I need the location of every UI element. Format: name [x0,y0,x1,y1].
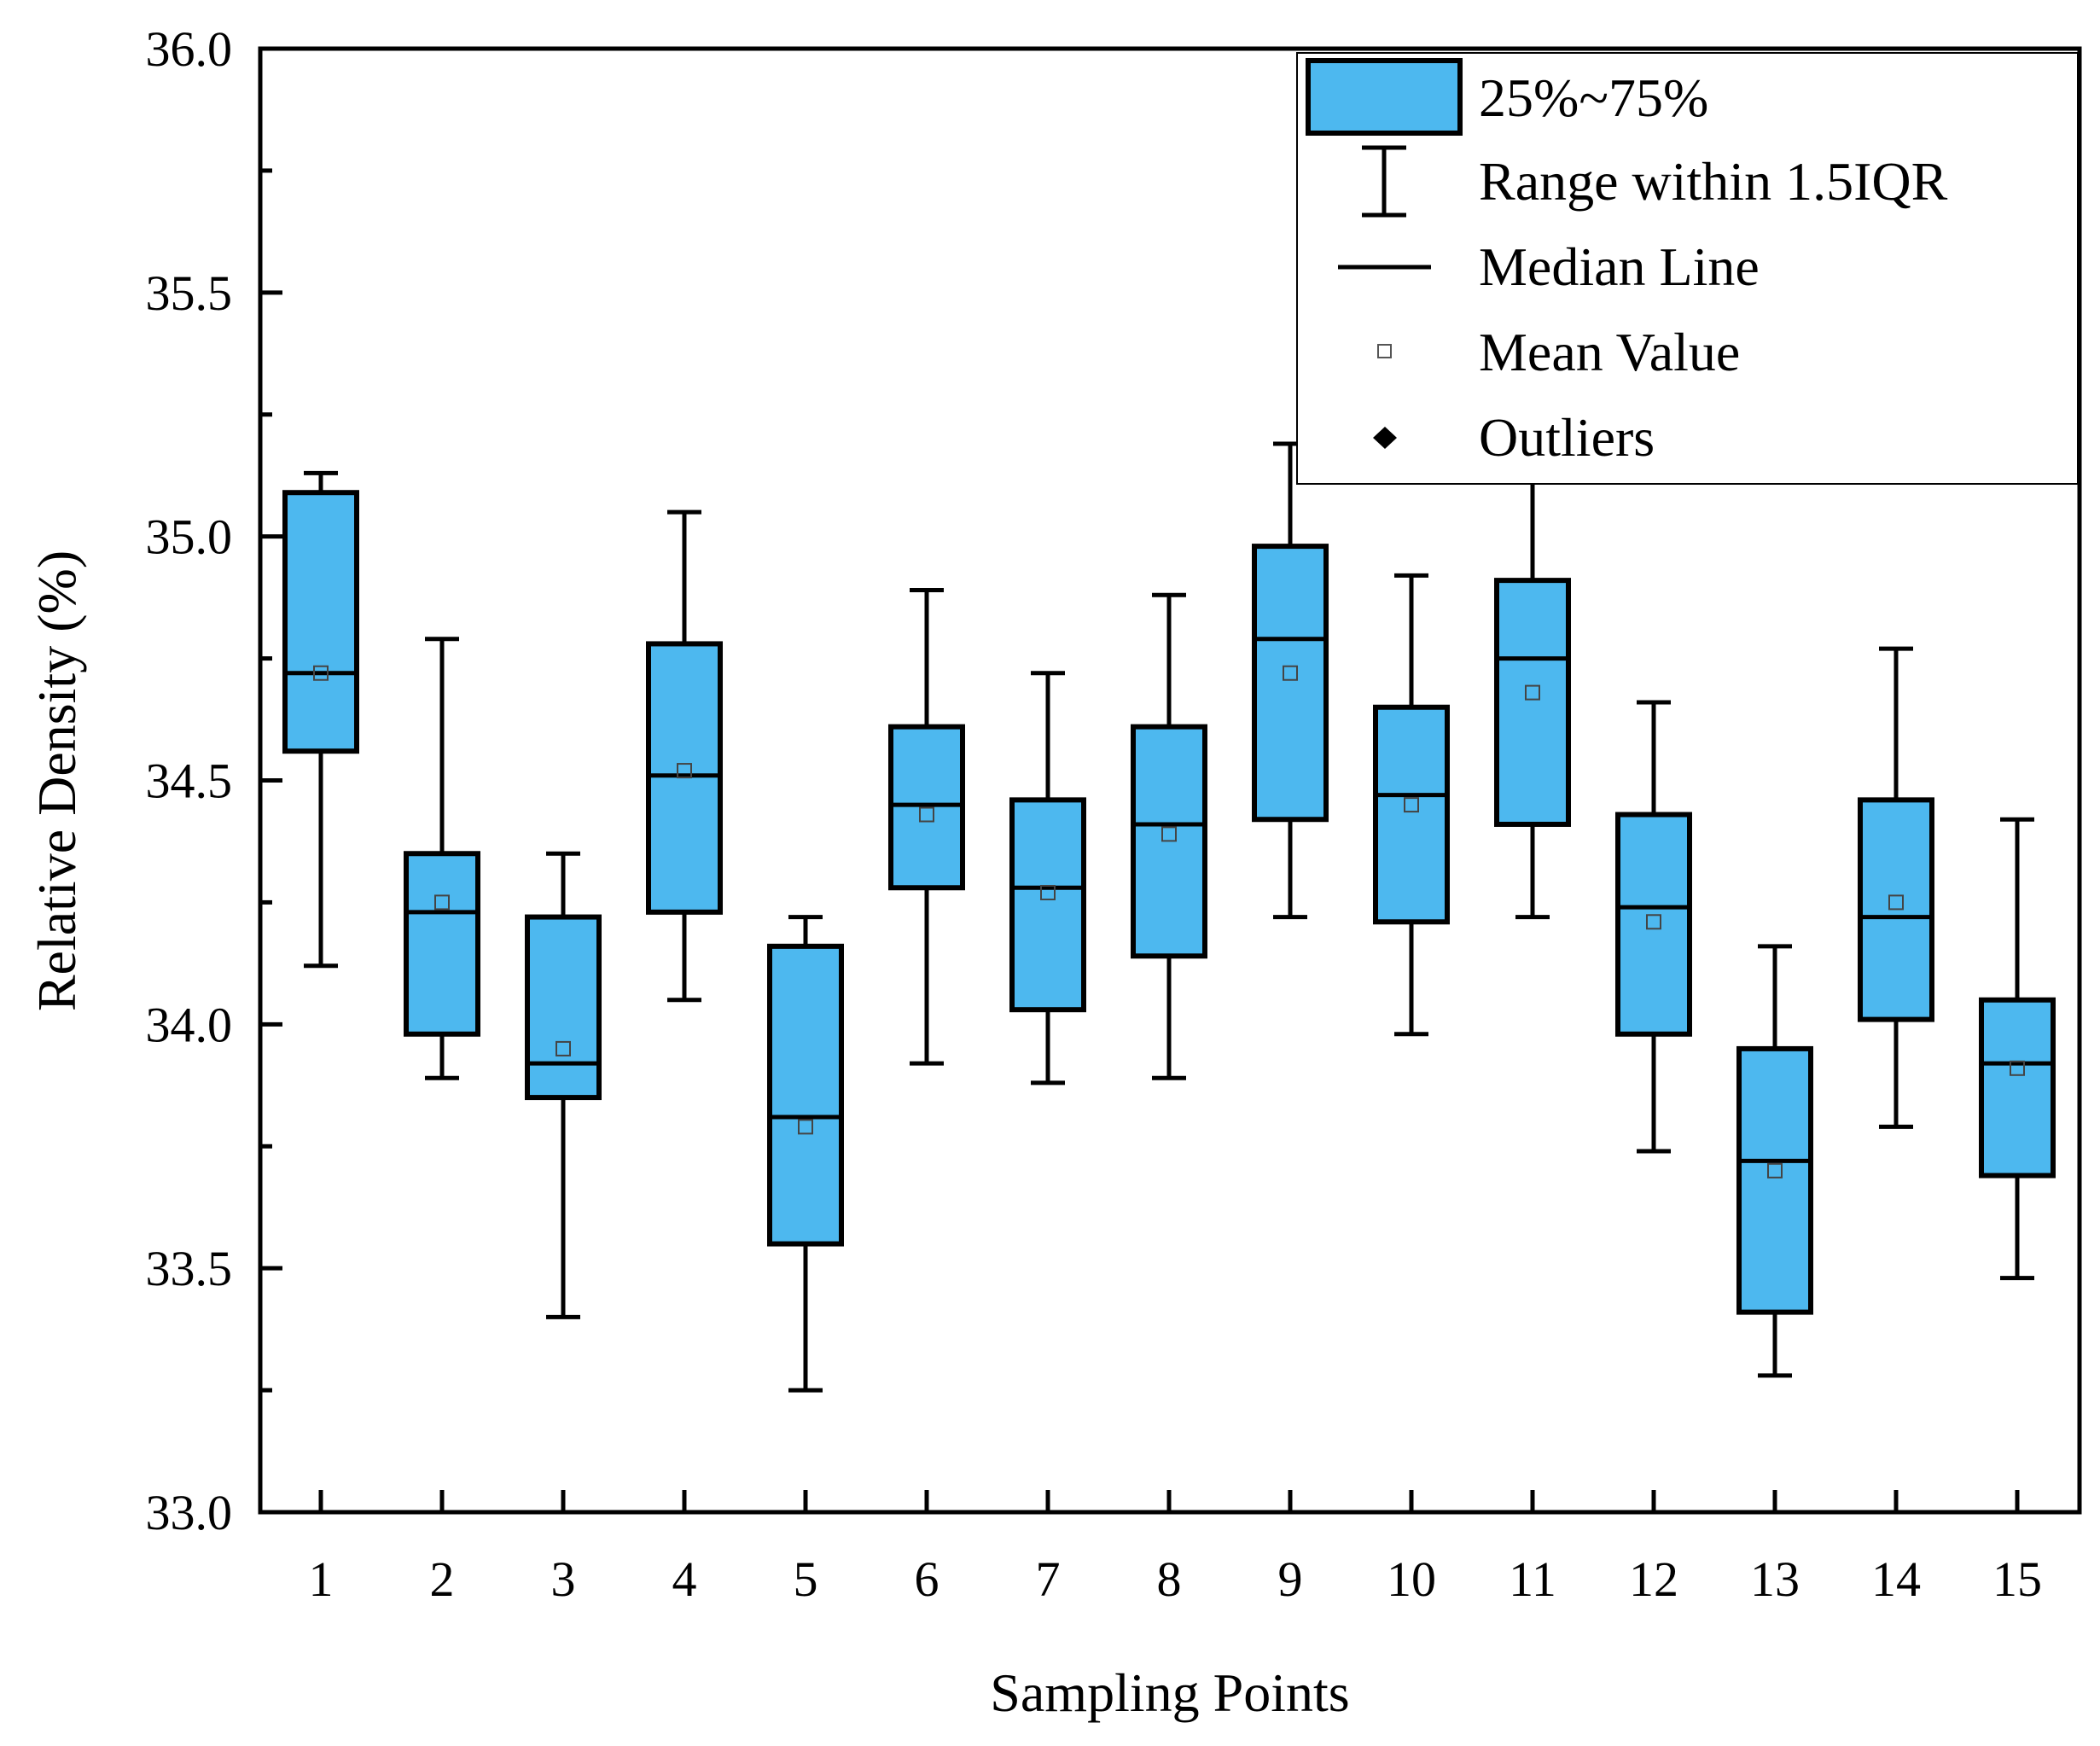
y-tick-labels: 33.0 33.5 34.0 34.5 35.0 35.5 36.0 [146,21,233,1540]
legend-label-iqr: 25%~75% [1479,67,1708,128]
box-5 [767,915,844,1393]
iqr-box [282,490,359,754]
box-series [282,441,2056,1393]
x-tick-label: 7 [1036,1551,1061,1607]
iqr-box [404,851,480,1037]
mean-marker [1888,894,1904,911]
y-tick-label: 35.5 [146,265,233,321]
iqr-box [1009,797,1086,1013]
iqr-box [1979,997,2056,1179]
x-tick-label: 3 [551,1551,576,1607]
y-tick-label: 36.0 [146,21,233,77]
x-tick-label: 15 [1992,1551,2042,1607]
box-13 [1736,944,1813,1378]
iqr-box [1736,1045,1813,1315]
mean-marker [313,665,329,681]
x-tick-label: 1 [309,1551,334,1607]
mean-marker [798,1119,813,1135]
y-tick-label: 35.0 [146,509,233,565]
legend: 25%~75% Range within 1.5IQR Median Line … [1296,52,2079,485]
iqr-box [1252,544,1329,823]
box-3 [525,851,602,1319]
mean-marker [1525,684,1540,701]
box-2 [404,637,480,1080]
x-tick-label: 4 [672,1551,697,1607]
legend-mean-symbol [1377,344,1392,358]
box-1 [282,470,359,969]
legend-label-median: Median Line [1479,236,1760,297]
mean-marker [1040,884,1056,900]
mean-marker [1283,665,1298,681]
legend-box-swatch [1306,58,1463,136]
iqr-box [1615,812,1692,1037]
x-tick-label: 14 [1871,1551,1921,1607]
box-15 [1979,817,2056,1281]
iqr-box [767,943,844,1247]
x-tick-label: 8 [1157,1551,1182,1607]
iqr-box [1494,578,1571,827]
mean-marker [1767,1162,1783,1179]
mean-marker [2010,1060,2025,1076]
x-tick-label: 5 [794,1551,818,1607]
mean-marker [1404,797,1419,813]
y-tick-label: 34.5 [146,754,233,809]
mean-marker [677,763,692,779]
x-tick-label: 11 [1509,1551,1556,1607]
box-11 [1494,475,1571,920]
x-tick-label: 10 [1387,1551,1436,1607]
box-10 [1373,573,1450,1037]
x-tick-label: 12 [1629,1551,1678,1607]
iqr-box [1131,724,1207,959]
legend-whisker-symbol [1362,145,1406,218]
x-tick-label: 2 [430,1551,455,1607]
box-12 [1615,700,1692,1154]
box-6 [888,588,965,1066]
mean-marker [1646,914,1661,930]
x-tick-label: 6 [915,1551,939,1607]
plot-frame [258,46,2082,1515]
box-7 [1009,671,1086,1085]
x-tick-label: 13 [1750,1551,1800,1607]
axis-ticks [260,46,2020,1515]
iqr-box [525,914,602,1101]
box-4 [646,509,723,1003]
iqr-box [1373,704,1450,925]
legend-label-outliers: Outliers [1479,407,1655,468]
y-tick-label: 33.0 [146,1485,233,1540]
x-tick-label: 9 [1278,1551,1303,1607]
mean-marker [919,806,934,823]
legend-label-whisker: Range within 1.5IQR [1479,151,1948,212]
box-14 [1858,646,1934,1129]
legend-label-mean: Mean Value [1479,322,1740,382]
x-axis-title: Sampling Points [990,1662,1349,1723]
x-tick-labels: 1 2 3 4 5 6 7 8 9 10 11 12 13 14 15 [309,1551,2043,1607]
mean-marker [1161,826,1177,842]
y-tick-label: 33.5 [146,1241,233,1296]
y-axis-title: Relative Density (%) [26,550,87,1011]
legend-outlier-symbol [1373,427,1397,449]
mean-marker [556,1040,571,1056]
mean-marker [434,894,450,911]
box-8 [1131,592,1207,1080]
y-tick-label: 34.0 [146,997,233,1052]
